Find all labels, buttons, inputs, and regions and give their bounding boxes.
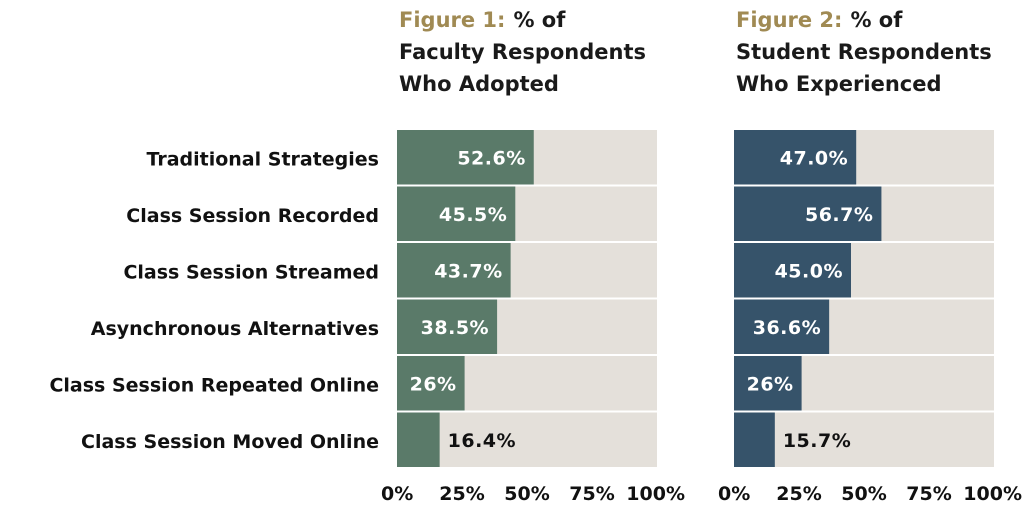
category-label: Class Session Moved Online: [81, 431, 379, 453]
bar: [734, 243, 851, 298]
x-tick-label: 0%: [718, 483, 750, 505]
bar: [734, 412, 775, 467]
chart-title: Figure 1: % of: [399, 8, 566, 32]
bar-value-label: 16.4%: [448, 430, 516, 452]
bar: [734, 356, 802, 411]
category-label: Traditional Strategies: [146, 148, 379, 170]
x-tick-label: 50%: [504, 483, 549, 505]
category-labels: Traditional Strategies Class Session Reco…: [49, 148, 379, 453]
bar-track: [397, 412, 657, 467]
title-line: Who Experienced: [736, 72, 942, 96]
category-label: Class Session Streamed: [123, 261, 379, 283]
category-label: Class Session Recorded: [126, 205, 379, 227]
bar: [397, 243, 511, 298]
bar: [397, 130, 534, 185]
x-tick-label: 25%: [439, 483, 484, 505]
chart-title: Figure 2: % of: [736, 8, 903, 32]
bar-value-label: 38.5%: [421, 317, 489, 339]
figure-number: Figure 2:: [736, 8, 842, 32]
x-tick-label: 50%: [841, 483, 886, 505]
x-tick-label: 100%: [963, 483, 1022, 505]
bar-value-label: 43.7%: [434, 260, 502, 282]
bar-value-label: 36.6%: [753, 317, 821, 339]
x-tick-label: 0%: [381, 483, 413, 505]
faculty-chart-panel: Figure 1: % of Faculty Respondents Who Adop…: [381, 8, 685, 505]
bar: [397, 412, 440, 467]
x-tick-label: 25%: [776, 483, 821, 505]
bar-value-label: 45.0%: [775, 260, 843, 282]
x-tick-label: 75%: [569, 483, 614, 505]
bar-value-label: 26%: [410, 373, 457, 395]
title-line: % of: [513, 8, 566, 32]
bar-value-label: 26%: [747, 373, 794, 395]
x-tick-label: 100%: [626, 483, 685, 505]
bar-value-label: 56.7%: [805, 204, 873, 226]
bar: [397, 299, 498, 354]
title-line: Who Adopted: [399, 72, 559, 96]
bar: [397, 356, 465, 411]
title-line: Student Respondents: [736, 40, 992, 64]
x-tick-label: 75%: [906, 483, 951, 505]
title-line: Faculty Respondents: [399, 40, 646, 64]
figure-number: Figure 1:: [399, 8, 505, 32]
bar-value-label: 45.5%: [439, 204, 507, 226]
bar: [397, 186, 516, 241]
bar: [734, 186, 882, 241]
student-chart-panel: Figure 2: % of Student Respondents Who Expe…: [718, 8, 1022, 505]
title-line: % of: [850, 8, 903, 32]
bar: [734, 299, 830, 354]
category-label: Asynchronous Alternatives: [91, 318, 379, 340]
bar-value-label: 52.6%: [457, 147, 525, 169]
bar-track: [734, 412, 994, 467]
category-label: Class Session Repeated Online: [49, 374, 379, 396]
bar: [734, 130, 857, 185]
bar-value-label: 47.0%: [780, 147, 848, 169]
bar-value-label: 15.7%: [783, 430, 851, 452]
